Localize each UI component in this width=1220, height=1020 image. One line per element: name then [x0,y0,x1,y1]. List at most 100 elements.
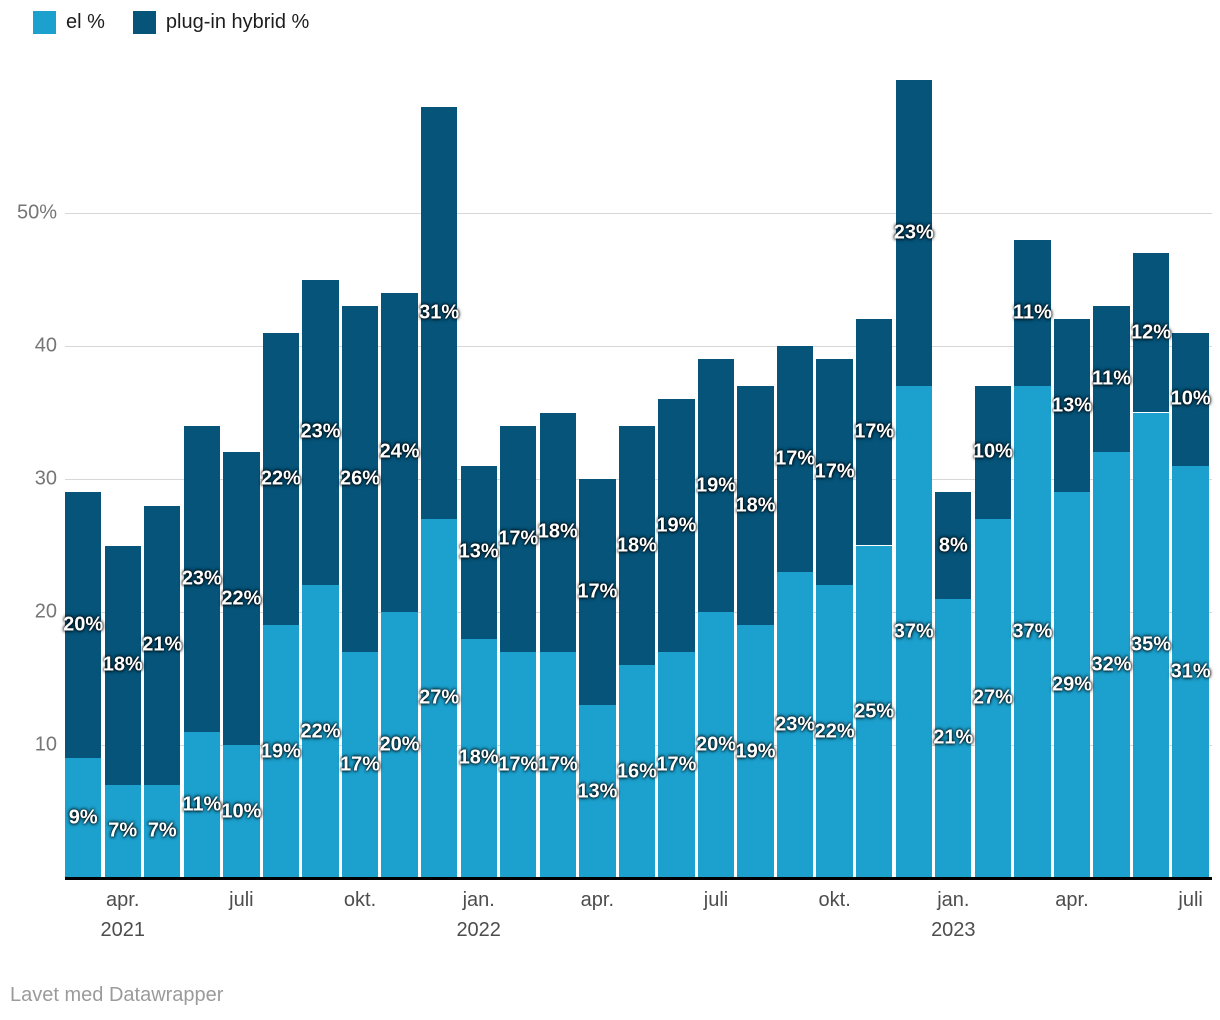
bar-segment-plugin-hybrid[interactable] [1172,332,1209,466]
bar-value-label-el: 19% [260,740,301,763]
bar-segment-plugin-hybrid[interactable] [737,385,774,626]
bar-segment-el[interactable] [104,784,141,878]
bar-segment-el[interactable] [341,651,379,878]
bar-segment-plugin-hybrid[interactable] [65,492,102,759]
bar-value-label-plugin-hybrid: 18% [616,534,657,556]
x-axis-year-label-2021: 2021 [100,919,145,941]
bar-value-label-el: 35% [1131,633,1172,656]
y-axis-label-40: 40 [34,334,57,357]
bar-segment-el[interactable] [658,651,695,878]
bar-value-label-plugin-hybrid: 17% [854,420,895,443]
bar-segment-el[interactable] [776,572,814,878]
bar-value-label-plugin-hybrid: 23% [300,420,341,443]
bar-segment-plugin-hybrid[interactable] [420,106,458,519]
bar-segment-el[interactable] [223,745,260,878]
bar-segment-plugin-hybrid[interactable] [618,425,656,666]
bar-value-label-plugin-hybrid: 18% [735,494,776,517]
x-axis-label-jan: jan. [937,889,970,911]
bar-segment-el[interactable] [1172,465,1209,878]
bar-segment-el[interactable] [539,651,576,878]
bar-segment-plugin-hybrid[interactable] [539,412,576,652]
bar-value-label-el: 25% [854,700,895,723]
legend-item-el: el % [33,11,105,34]
bar-value-label-el: 9% [68,806,98,829]
bar-value-label-plugin-hybrid: 26% [340,467,381,490]
bar-segment-el[interactable] [65,758,102,878]
bar-segment-plugin-hybrid[interactable] [223,452,260,745]
bar-value-label-el: 37% [893,620,934,643]
bar-segment-el[interactable] [302,585,339,878]
bar-segment-el[interactable] [1014,385,1051,878]
bar-segment-plugin-hybrid[interactable] [262,332,300,626]
bar-segment-plugin-hybrid[interactable] [183,425,220,732]
bar-segment-plugin-hybrid[interactable] [1093,306,1130,453]
bar-segment-el[interactable] [381,612,418,878]
bar-segment-el[interactable] [1053,492,1091,878]
bar-value-label-el: 17% [340,753,381,776]
bar-segment-el[interactable] [1093,452,1130,878]
bar-segment-el[interactable] [262,625,300,878]
bar-segment-plugin-hybrid[interactable] [856,319,893,546]
bar-value-label-plugin-hybrid: 8% [938,534,968,556]
bar-segment-el[interactable] [420,518,458,878]
gridline-50 [65,213,1212,214]
bar-segment-plugin-hybrid[interactable] [1053,319,1091,493]
bar-value-label-plugin-hybrid: 31% [419,301,460,324]
bar-segment-plugin-hybrid[interactable] [935,492,972,599]
bar-segment-plugin-hybrid[interactable] [1014,239,1051,386]
bar-segment-el[interactable] [1132,412,1170,878]
bar-value-label-el: 18% [458,746,499,769]
bar-segment-el[interactable] [895,385,932,878]
bar-segment-plugin-hybrid[interactable] [816,359,853,586]
bar-segment-el[interactable] [500,651,537,878]
bar-segment-plugin-hybrid[interactable] [341,306,379,652]
legend-label-el: el % [66,11,105,33]
x-axis-label-okt: okt. [818,889,851,911]
bar-segment-plugin-hybrid[interactable] [658,399,695,652]
bar-value-label-plugin-hybrid: 17% [775,447,816,470]
bar-segment-el[interactable] [144,784,181,878]
legend-item-plugin-hybrid: plug-in hybrid % [132,11,310,34]
bar-value-label-plugin-hybrid: 10% [972,440,1013,463]
gridline-40 [65,346,1212,347]
bar-segment-el[interactable] [974,518,1012,878]
bar-segment-plugin-hybrid[interactable] [302,279,339,586]
bar-segment-plugin-hybrid[interactable] [104,545,141,785]
bar-segment-plugin-hybrid[interactable] [144,505,181,785]
bar-segment-plugin-hybrid[interactable] [776,346,814,573]
bar-segment-el[interactable] [856,545,893,878]
bar-segment-plugin-hybrid[interactable] [579,479,616,706]
bar-value-label-plugin-hybrid: 19% [656,514,697,537]
bar-segment-plugin-hybrid[interactable] [1132,252,1170,413]
bar-segment-plugin-hybrid[interactable] [460,465,497,639]
bar-segment-el[interactable] [579,705,616,878]
bar-value-label-plugin-hybrid: 11% [1092,367,1131,390]
bar-value-label-el: 11% [182,793,222,816]
datawrapper-credit-link[interactable]: Lavet med Datawrapper [10,984,224,1006]
bar-segment-plugin-hybrid[interactable] [500,425,537,652]
bar-value-label-plugin-hybrid: 13% [458,540,499,563]
bar-segment-el[interactable] [183,731,220,878]
bar-segment-el[interactable] [697,612,735,878]
bar-segment-el[interactable] [737,625,774,878]
x-axis-label-apr: apr. [106,889,140,911]
bar-value-label-el: 37% [1012,620,1053,643]
bar-segment-plugin-hybrid[interactable] [974,385,1012,519]
bar-segment-el[interactable] [460,638,497,878]
bar-segment-plugin-hybrid[interactable] [697,359,735,612]
plugin-hybrid-color-swatch-icon [132,11,156,34]
bar-value-label-el: 17% [498,753,539,776]
bar-segment-el[interactable] [618,665,656,878]
bar-value-label-plugin-hybrid: 10% [1170,387,1211,410]
bar-segment-el[interactable] [816,585,853,878]
bar-value-label-el: 23% [775,713,816,736]
legend-label-plugin-hybrid: plug-in hybrid % [165,11,310,33]
bar-segment-el[interactable] [935,598,972,878]
bar-value-label-plugin-hybrid: 17% [577,580,618,603]
bar-segment-plugin-hybrid[interactable] [381,292,418,612]
bar-segment-plugin-hybrid[interactable] [895,80,932,386]
bar-value-label-el: 21% [933,726,974,749]
bar-value-label-plugin-hybrid: 13% [1051,394,1092,417]
